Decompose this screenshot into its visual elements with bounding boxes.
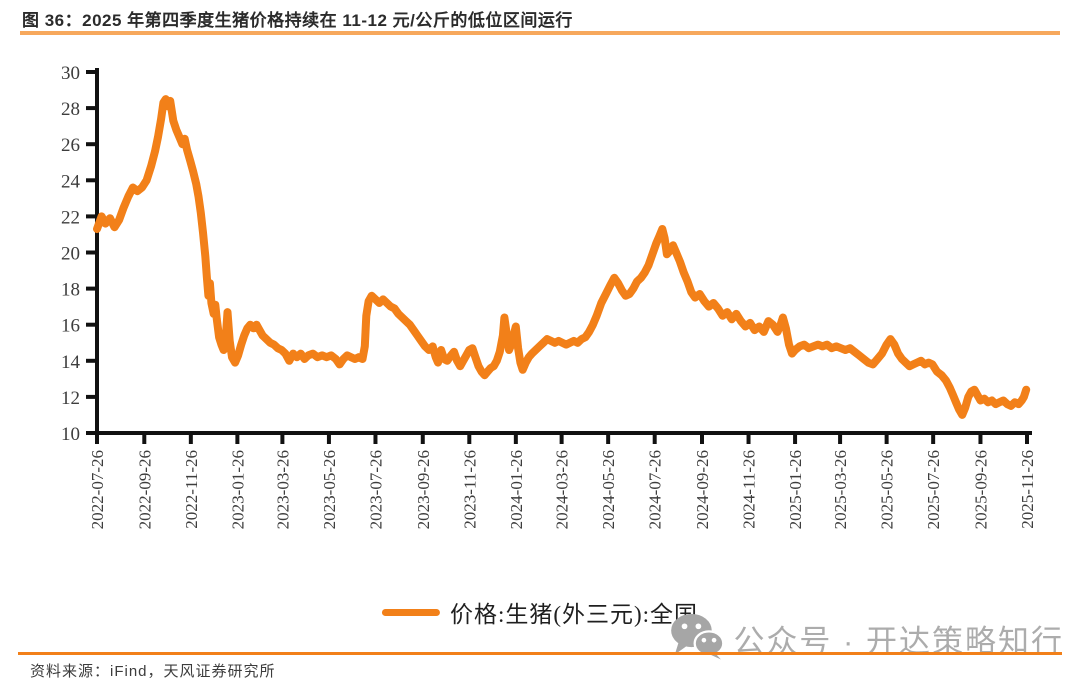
x-tick-label: 2022-07-26: [88, 450, 107, 529]
x-tick-label: 2024-01-26: [507, 450, 526, 529]
y-tick-label: 18: [61, 280, 80, 301]
x-tick-label: 2025-03-26: [831, 450, 850, 529]
x-tick-label: 2022-11-26: [182, 450, 201, 529]
y-tick-label: 30: [61, 63, 80, 84]
x-tick-label: 2023-05-26: [320, 450, 339, 529]
x-tick-label: 2024-11-26: [740, 450, 759, 529]
x-tick-label: 2024-05-26: [599, 450, 618, 529]
y-tick-label: 10: [61, 424, 80, 445]
x-tick-label: 2025-05-26: [878, 450, 897, 529]
y-tick-label: 20: [61, 244, 80, 265]
y-tick-label: 12: [61, 388, 80, 409]
x-tick-label: 2024-03-26: [553, 450, 572, 529]
x-tick-label: 2025-01-26: [786, 450, 805, 529]
x-tick-label: 2025-07-26: [924, 450, 943, 529]
legend-line-swatch: [381, 608, 440, 616]
x-tick-label: 2024-09-26: [693, 450, 712, 529]
wechat-icon: [669, 612, 725, 665]
y-tick-label: 22: [61, 207, 80, 228]
title-underline-rule: [20, 31, 1060, 35]
x-tick-label: 2025-11-26: [1018, 450, 1037, 529]
x-tick-label: 2023-03-26: [273, 450, 292, 529]
figure-title: 图 36：2025 年第四季度生猪价格持续在 11-12 元/公斤的低位区间运行: [22, 11, 573, 30]
x-tick-label: 2023-11-26: [460, 450, 479, 529]
x-tick-label: 2023-07-26: [366, 450, 385, 529]
x-tick-label: 2022-09-26: [135, 450, 154, 529]
x-tick-label: 2023-01-26: [228, 450, 247, 529]
chart-legend: 价格:生猪(外三元):全国: [381, 595, 699, 629]
y-tick-label: 24: [61, 171, 81, 192]
price-line-chart: 10 12 14 16 18 20 22 24 26 28 30 2022-07-26 2022-09-…: [61, 63, 1037, 529]
y-tick-label: 26: [61, 135, 80, 156]
watermark: 公众号 · 开达策略知行: [669, 612, 1064, 665]
y-tick-label: 28: [61, 99, 80, 120]
legend-series-label: 价格:生猪(外三元):全国: [449, 602, 699, 627]
footer-rule: [18, 652, 1062, 655]
x-tick-label: 2025-09-26: [971, 450, 990, 529]
x-tick-label: 2023-09-26: [414, 450, 433, 529]
y-tick-label: 16: [61, 316, 80, 337]
source-note: 资料来源：iFind，天风证券研究所: [30, 663, 276, 680]
x-tick-label: 2024-07-26: [646, 450, 665, 529]
price-line: [93, 95, 1031, 419]
y-tick-label: 14: [61, 352, 81, 373]
